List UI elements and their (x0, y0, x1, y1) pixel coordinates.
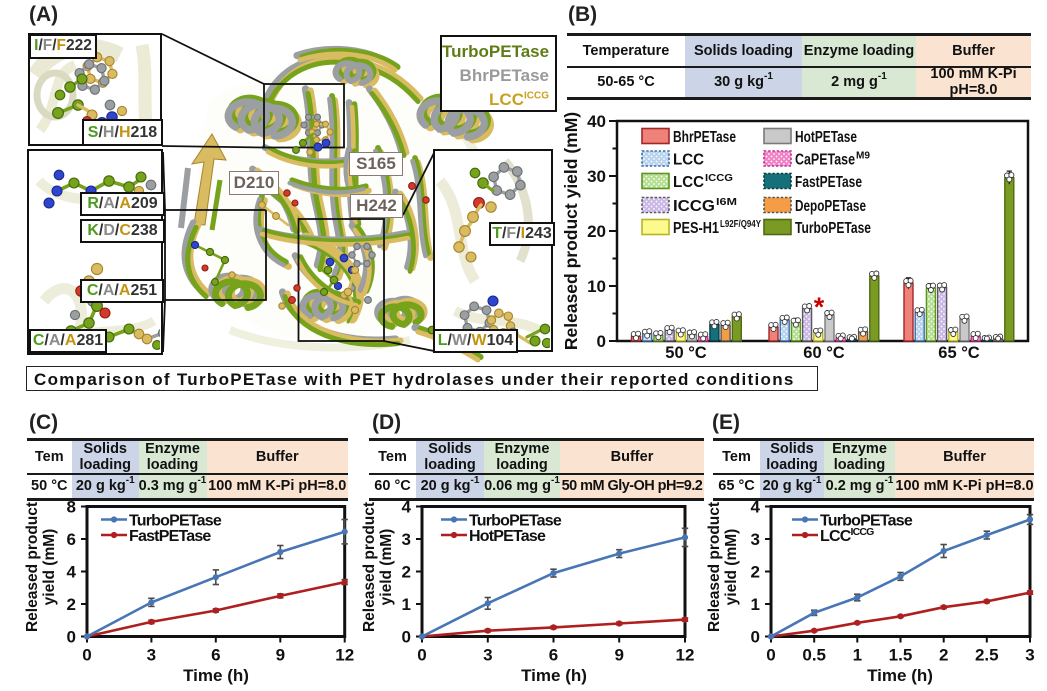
svg-text:0: 0 (597, 332, 606, 351)
svg-text:50 °C: 50 °C (665, 344, 707, 362)
svg-text:12: 12 (335, 646, 354, 665)
svg-text:3: 3 (751, 530, 760, 549)
svg-text:2.5: 2.5 (975, 646, 999, 665)
svg-text:*: * (814, 292, 825, 322)
svg-text:PES-H1: PES-H1 (673, 220, 719, 237)
svg-text:Released productyield (mM): Released productyield (mM) (706, 502, 740, 632)
svg-text:2: 2 (751, 563, 760, 582)
svg-text:0.5: 0.5 (802, 646, 826, 665)
svg-text:0: 0 (402, 628, 411, 647)
svg-text:65 °C: 65 °C (938, 344, 980, 362)
svg-text:2: 2 (939, 646, 948, 665)
svg-text:I6M: I6M (716, 197, 737, 208)
svg-text:0: 0 (751, 628, 760, 647)
svg-text:8: 8 (67, 498, 76, 517)
svg-text:ICCG: ICCG (705, 173, 733, 184)
svg-text:L92F/Q94Y: L92F/Q94Y (720, 219, 761, 230)
svg-text:Time (h): Time (h) (183, 666, 249, 685)
svg-text:0: 0 (67, 628, 76, 647)
svg-text:LCC: LCC (673, 152, 704, 169)
svg-text:4: 4 (67, 563, 77, 582)
svg-text:BhrPETase: BhrPETase (673, 129, 736, 146)
svg-text:0: 0 (766, 646, 775, 665)
svg-text:1: 1 (402, 595, 411, 614)
svg-text:6: 6 (211, 646, 220, 665)
svg-text:3: 3 (1025, 646, 1034, 665)
svg-text:10: 10 (587, 277, 606, 296)
svg-text:0: 0 (417, 646, 426, 665)
svg-text:M9: M9 (856, 151, 870, 162)
svg-text:Time (h): Time (h) (867, 666, 933, 685)
svg-text:3: 3 (402, 530, 411, 549)
svg-text:6: 6 (67, 530, 76, 549)
svg-text:DepoPETase: DepoPETase (795, 198, 866, 215)
svg-text:9: 9 (276, 646, 285, 665)
svg-text:9: 9 (614, 646, 623, 665)
svg-text:1.5: 1.5 (889, 646, 913, 665)
svg-text:FastPETase: FastPETase (129, 528, 211, 545)
svg-text:Released productyield (mM): Released productyield (mM) (24, 502, 58, 632)
svg-text:3: 3 (483, 646, 492, 665)
svg-text:4: 4 (751, 498, 761, 517)
svg-text:2: 2 (402, 563, 411, 582)
svg-text:HotPETase: HotPETase (795, 129, 857, 146)
svg-text:30: 30 (587, 167, 606, 186)
svg-text:1: 1 (853, 646, 862, 665)
svg-text:HotPETase: HotPETase (469, 528, 546, 545)
svg-text:2: 2 (67, 595, 76, 614)
svg-text:CaPETase: CaPETase (795, 152, 855, 169)
svg-text:3: 3 (147, 646, 156, 665)
svg-text:20: 20 (587, 222, 606, 241)
svg-text:40: 40 (587, 112, 606, 131)
svg-text:FastPETase: FastPETase (795, 174, 862, 191)
svg-text:4: 4 (402, 498, 412, 517)
svg-text:60 °C: 60 °C (803, 344, 845, 362)
svg-text:TurboPETase: TurboPETase (820, 513, 913, 530)
svg-text:12: 12 (676, 646, 695, 665)
svg-text:1: 1 (751, 595, 760, 614)
svg-text:TurboPETase: TurboPETase (469, 513, 562, 530)
svg-text:TurboPETase: TurboPETase (129, 513, 222, 530)
svg-text:0: 0 (82, 646, 91, 665)
svg-text:LCC: LCC (673, 174, 704, 191)
svg-text:Released productyield (mM): Released productyield (mM) (361, 502, 395, 632)
svg-text:TurboPETase: TurboPETase (795, 220, 871, 237)
svg-text:LCCICCG: LCCICCG (820, 526, 874, 545)
svg-text:Time (h): Time (h) (521, 666, 587, 685)
svg-text:6: 6 (549, 646, 558, 665)
svg-text:Released product yield (mM): Released product yield (mM) (561, 112, 581, 350)
svg-text:ICCG: ICCG (673, 198, 715, 215)
